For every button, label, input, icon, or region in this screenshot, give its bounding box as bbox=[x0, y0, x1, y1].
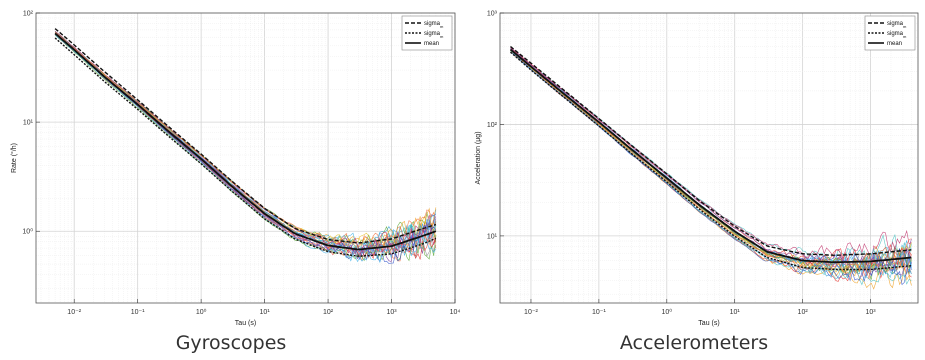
sensor-trace bbox=[510, 50, 912, 286]
x-tick-label: 10⁴ bbox=[450, 309, 461, 316]
y-tick-label: 10² bbox=[23, 11, 34, 18]
x-tick-label: 10⁰ bbox=[196, 308, 207, 316]
legend: sigmam sigmam mean bbox=[864, 15, 916, 51]
y-tick-label: 10¹ bbox=[23, 120, 34, 127]
x-tick-label: 10⁰ bbox=[661, 308, 672, 316]
mean-line bbox=[509, 48, 912, 264]
x-tick-label: 10¹ bbox=[730, 309, 741, 316]
sigma-lower-line bbox=[54, 37, 437, 257]
x-axis-label: Tau (s) bbox=[698, 320, 719, 327]
y-axis-label: Acceleration (μg) bbox=[475, 131, 482, 184]
x-tick-label: 10⁻² bbox=[67, 309, 81, 316]
legend-label-subscript: m bbox=[440, 24, 444, 29]
grid-lines bbox=[500, 12, 919, 303]
x-tick-label: 10³ bbox=[865, 309, 876, 316]
gyroscopes-chart: 10⁻² 10⁻¹ 10⁰ 10¹ 10² 10³ 10⁴ 10⁰ 10¹ 10² Tau (s) R… bbox=[10, 11, 461, 328]
x-axis-label: Tau (s) bbox=[235, 320, 256, 327]
sensor-trace bbox=[510, 47, 912, 261]
gyroscopes-panel: 10⁻² 10⁻¹ 10⁰ 10¹ 10² 10³ 10⁴ 10⁰ 10¹ 10² Tau (s) R… bbox=[0, 0, 462, 360]
sensor-trace bbox=[54, 30, 437, 253]
y-tick-label: 10⁰ bbox=[22, 228, 33, 236]
accelerometers-chart: 10⁻² 10⁻¹ 10⁰ 10¹ 10² 10³ 10¹ 10² 10³ Tau (s) Acce… bbox=[475, 11, 919, 327]
sigma-upper-line bbox=[510, 45, 912, 257]
x-tick-label: 10⁻¹ bbox=[131, 309, 145, 316]
legend-label-subscript: m bbox=[903, 24, 907, 29]
legend-label: sigmam bbox=[424, 31, 444, 39]
legend-label: sigmam bbox=[887, 21, 907, 29]
accelerometers-panel: 10⁻² 10⁻¹ 10⁰ 10¹ 10² 10³ 10¹ 10² 10³ Tau (s) Acce… bbox=[463, 0, 925, 360]
sensor-trace bbox=[54, 32, 437, 248]
sigma-upper-line bbox=[54, 28, 437, 244]
legend-label: sigmam bbox=[424, 21, 444, 29]
gyroscopes-caption: Gyroscopes bbox=[175, 332, 287, 354]
legend-label: mean bbox=[887, 41, 902, 47]
sigma-lower-line bbox=[510, 51, 912, 271]
x-tick-label: 10⁻¹ bbox=[592, 309, 606, 316]
legend: sigmam sigmam mean bbox=[401, 15, 453, 51]
x-tick-label: 10⁻² bbox=[524, 309, 538, 316]
legend-label: mean bbox=[424, 41, 439, 47]
accelerometers-caption: Accelerometers bbox=[619, 332, 769, 354]
grid-lines bbox=[36, 12, 456, 303]
plot-frame bbox=[35, 12, 456, 304]
x-tick-label: 10² bbox=[323, 309, 334, 316]
sensor-trace bbox=[54, 34, 437, 264]
x-tick-label: 10¹ bbox=[260, 309, 271, 316]
plot-layer bbox=[54, 28, 437, 264]
mean-line bbox=[54, 32, 437, 251]
y-tick-label: 10¹ bbox=[487, 233, 498, 240]
x-tick-label: 10³ bbox=[386, 309, 397, 316]
y-axis-label: Rate (°/h) bbox=[10, 143, 18, 173]
plot-frame bbox=[499, 12, 919, 304]
y-tick-label: 10² bbox=[487, 122, 498, 129]
y-tick-label: 10³ bbox=[487, 11, 498, 18]
plot-layer bbox=[509, 45, 912, 290]
legend-label-subscript: m bbox=[903, 34, 907, 39]
legend-label-subscript: m bbox=[440, 34, 444, 39]
sensor-trace bbox=[54, 35, 437, 262]
legend-label: sigmam bbox=[887, 31, 907, 39]
x-tick-label: 10² bbox=[798, 309, 809, 316]
